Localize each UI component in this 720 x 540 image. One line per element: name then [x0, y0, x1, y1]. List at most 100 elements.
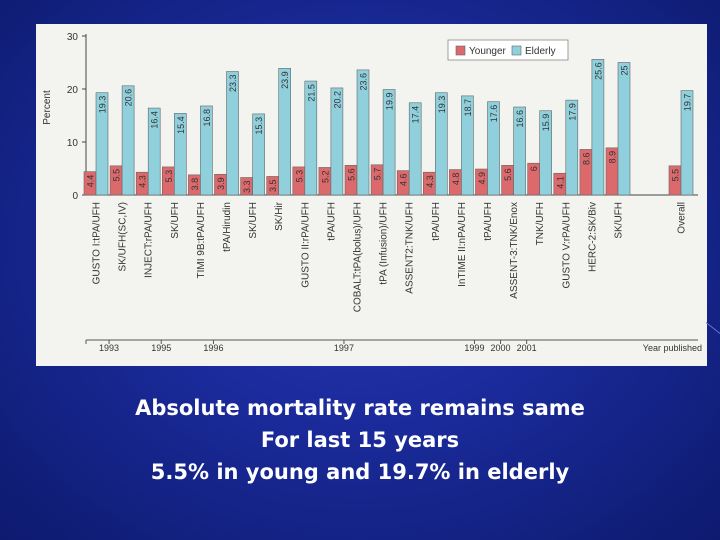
bar-elderly-value-label: 19.7 — [683, 94, 693, 112]
bar-elderly-value-label: 16.4 — [150, 111, 160, 129]
x-category-label: SK/Hir — [274, 201, 285, 231]
y-tick-label: 10 — [67, 138, 79, 149]
bar-younger-value-label: 4.3 — [138, 175, 148, 188]
x-category-label: SK/UFH — [614, 202, 625, 239]
bar-elderly-value-label: 23.6 — [359, 73, 369, 91]
bar-elderly-value-label: 19.3 — [437, 96, 447, 114]
bar-elderly-value-label: 23.3 — [228, 75, 238, 93]
bar-elderly-value-label: 16.8 — [202, 109, 212, 127]
decorative-line — [705, 322, 720, 334]
bar-younger-value-label: 3.8 — [190, 178, 200, 191]
bar-younger-value-label: 5.5 — [671, 169, 681, 182]
year-label: 1997 — [334, 343, 354, 353]
bar-elderly — [565, 99, 579, 196]
year-axis-label: Year published — [643, 343, 702, 353]
x-category-label: SK/UFH — [170, 202, 181, 239]
x-category-label: GUSTO V:rPA/UFH — [561, 202, 572, 289]
bar-elderly-value-label: 18.7 — [463, 99, 473, 117]
bar-elderly — [147, 107, 161, 196]
bar-elderly-value-label: 25.6 — [593, 62, 603, 80]
x-category-label: Overall — [677, 202, 688, 234]
bar-younger-value-label: 4.4 — [86, 175, 96, 188]
x-category-label: GUSTO I:tPA/UFH — [92, 202, 103, 284]
year-label: 1995 — [151, 343, 171, 353]
bar-elderly — [330, 87, 344, 196]
bar-younger-value-label: 5.5 — [112, 169, 122, 182]
bar-elderly-value-label: 17.6 — [489, 105, 499, 123]
bar-elderly — [617, 62, 631, 196]
legend-box — [447, 39, 569, 61]
bar-elderly — [226, 71, 239, 196]
year-label: 1999 — [464, 343, 484, 353]
x-category-label: tPA/UFH — [431, 202, 442, 241]
x-category-label: ASSENT-3:TNK/Enox — [509, 202, 520, 299]
y-tick-label: 20 — [67, 85, 79, 96]
legend-swatch-elderly — [511, 45, 522, 56]
bar-younger-value-label: 4.1 — [555, 176, 565, 189]
bar-younger-value-label: 3.5 — [268, 179, 278, 192]
caption-line-1: Absolute mortality rate remains same — [135, 396, 585, 420]
bar-younger-value-label: 5.6 — [503, 168, 513, 181]
bar-elderly — [174, 113, 187, 196]
x-category-label: tPA/Hirudin — [222, 202, 233, 252]
y-axis-label: Percent — [42, 90, 53, 125]
x-category-label: TNK/UFH — [535, 202, 546, 245]
x-category-label: INJECT:rPA/UFH — [144, 202, 155, 278]
bar-younger-value-label: 4.8 — [451, 173, 461, 186]
x-category-label: GUSTO II:rPA/UFH — [300, 202, 311, 288]
bar-elderly — [200, 105, 213, 196]
x-category-label: COBALT:tPA(bolus)/UFH — [353, 202, 364, 312]
y-tick-label: 30 — [67, 32, 79, 43]
bar-elderly — [121, 85, 135, 196]
chart-panel: 0 10 20 30 Percent 4.4 19.3 GUSTO I:tPA/UFH 5.5 2… — [36, 24, 707, 366]
bar-younger-value-label: 4.9 — [477, 172, 487, 185]
bar-elderly — [539, 110, 553, 196]
bar-elderly-value-label: 21.5 — [306, 84, 316, 102]
bar-elderly — [304, 80, 318, 196]
year-label: 1993 — [99, 343, 119, 353]
bar-younger-value-label: 6 — [529, 166, 539, 171]
bar-elderly — [487, 101, 500, 196]
x-category-label: tPA/UFH — [483, 202, 494, 241]
x-category-label: tPA/UFH — [326, 202, 337, 241]
bar-elderly — [278, 68, 291, 196]
caption-line-3: 5.5% in young and 19.7% in elderly — [150, 460, 570, 484]
x-category-label: tPA (Infusion)/UFH — [379, 202, 390, 285]
bar-younger-value-label: 5.2 — [320, 170, 330, 183]
bar-elderly-value-label: 20.6 — [124, 89, 134, 107]
legend-label-elderly: Elderly — [525, 46, 556, 57]
mortality-bar-chart: 0 10 20 30 Percent 4.4 19.3 GUSTO I:tPA/UFH 5.5 2… — [42, 32, 702, 353]
bar-elderly-value-label: 15.9 — [541, 114, 551, 132]
x-category-label: ASSENT2:TNK/UFH — [405, 202, 416, 294]
x-category-label: SK/UFH(SC,IV) — [118, 202, 129, 271]
bar-elderly-value-label: 15.4 — [176, 116, 186, 134]
bar-elderly — [408, 102, 422, 196]
bar-elderly-value-label: 15.3 — [254, 117, 264, 135]
bar-elderly-value-label: 23.9 — [280, 71, 290, 89]
bar-elderly — [513, 106, 526, 196]
legend-label-younger: Younger — [469, 46, 507, 57]
bar-elderly-value-label: 19.9 — [385, 93, 395, 111]
year-label: 1996 — [203, 343, 223, 353]
bar-younger-value-label: 8.6 — [581, 152, 591, 165]
legend-swatch-younger — [455, 45, 466, 56]
bar-elderly-value-label: 19.3 — [98, 96, 108, 114]
bar-elderly-value-label: 17.4 — [411, 106, 421, 124]
y-tick-label: 0 — [72, 191, 78, 202]
caption: Absolute mortality rate remains same For… — [0, 392, 720, 488]
bar-younger-value-label: 3.3 — [242, 181, 252, 194]
bar-younger-value-label: 3.9 — [216, 177, 226, 190]
bar-elderly — [252, 113, 265, 196]
bar-younger-value-label: 5.3 — [164, 170, 174, 183]
bar-elderly — [680, 90, 694, 196]
bar-younger-value-label: 4.3 — [425, 175, 435, 188]
bar-elderly — [95, 92, 109, 196]
bar-younger-value-label: 4.6 — [399, 174, 409, 187]
bar-elderly-value-label: 17.9 — [567, 103, 577, 121]
x-category-label: TIMI 9B:tPA/UFH — [196, 202, 207, 279]
year-label: 2001 — [517, 343, 537, 353]
bar-younger-value-label: 8.9 — [608, 151, 618, 164]
bar-younger-value-label: 5.7 — [373, 168, 383, 181]
bar-elderly — [434, 92, 448, 196]
bar-younger-value-label: 5.3 — [294, 170, 304, 183]
